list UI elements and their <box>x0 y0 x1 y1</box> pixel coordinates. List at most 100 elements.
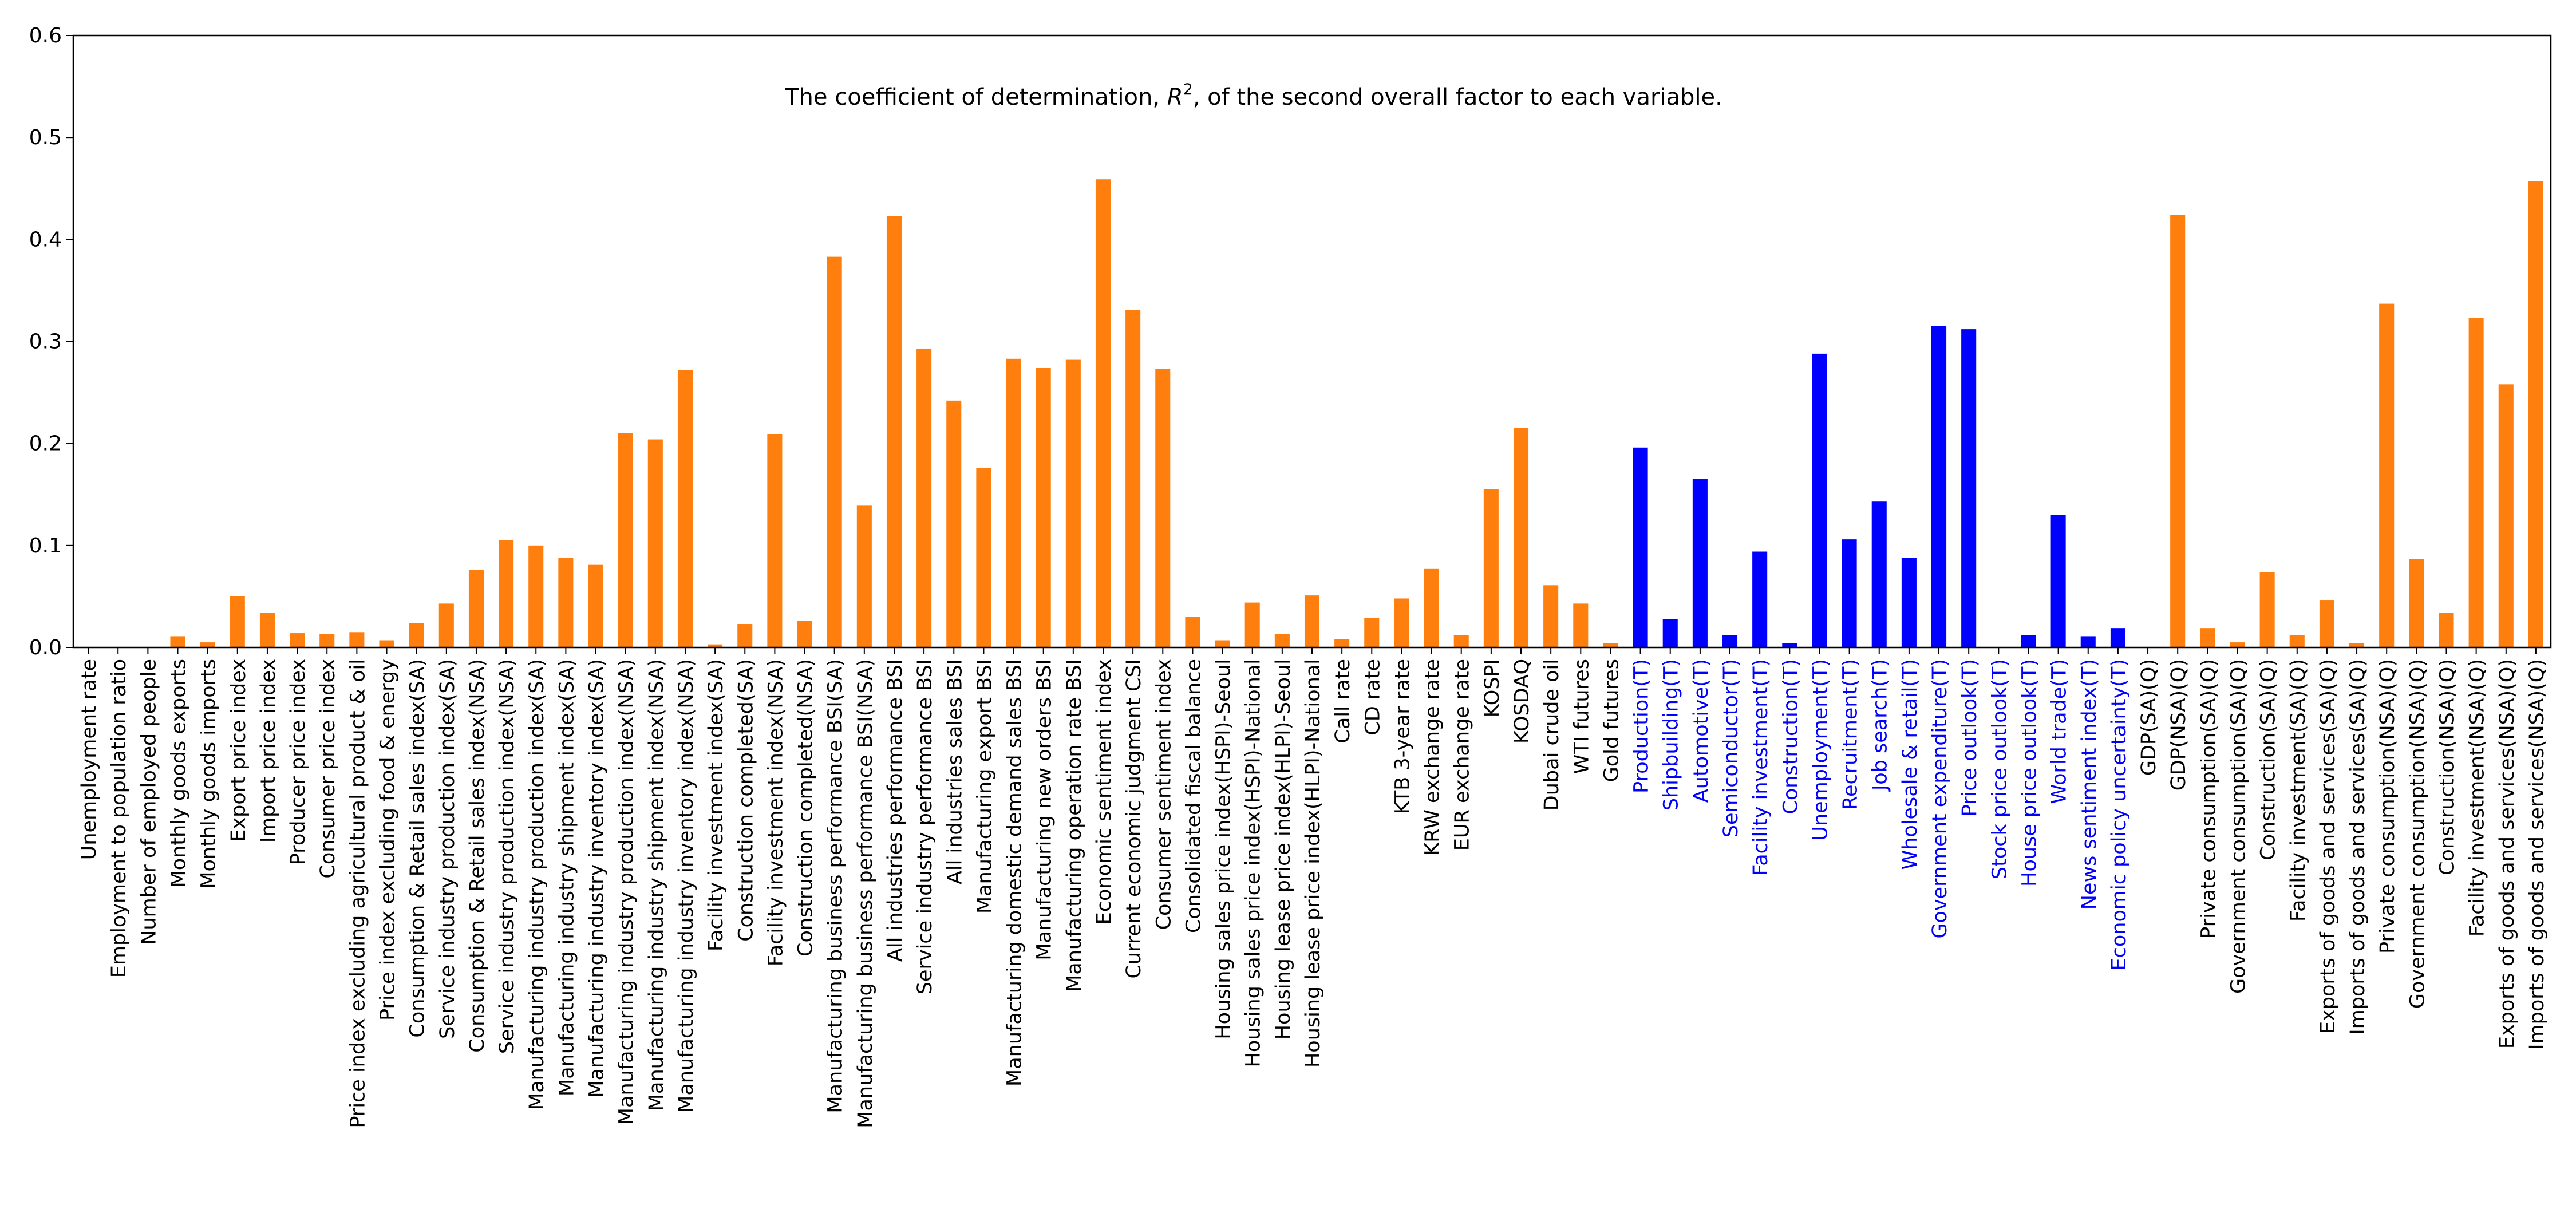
bar-22 <box>708 644 723 647</box>
x-tick-label: Manufacturing industry shipment index(NS… <box>645 659 668 1111</box>
y-tick-label: 0.2 <box>29 432 62 456</box>
bar-48 <box>1483 489 1499 647</box>
x-tick-label: Housing sales price index(HSPI)-Seoul <box>1212 659 1235 1040</box>
bar-13 <box>438 603 454 647</box>
bar-69 <box>2110 628 2125 647</box>
x-tick-label: Facility investment index(NSA) <box>764 659 787 966</box>
x-tick-label: KTB 3-year rate <box>1391 659 1414 814</box>
x-tick-label: KOSPI <box>1481 659 1504 717</box>
x-tick-label: Recruitment(T) <box>1839 659 1862 810</box>
x-tick-label: KRW exchange rate <box>1421 659 1444 856</box>
bar-31 <box>976 468 991 647</box>
title-suffix: , of the second overall factor to each v… <box>1193 84 1722 110</box>
bar-37 <box>1155 369 1171 647</box>
bar-12 <box>409 623 424 647</box>
x-tick-label: Government consumption(SA)(Q) <box>2227 659 2250 994</box>
bar-53 <box>1633 447 1648 647</box>
bar-64 <box>1961 329 1977 647</box>
x-tick-label: Wholesale & retail(T) <box>1899 659 1922 870</box>
bar-23 <box>737 624 753 647</box>
x-tick-label: Private consumption(NSA)(Q) <box>2376 659 2399 954</box>
x-tick-label: World trade(T) <box>2048 659 2071 804</box>
bar-47 <box>1453 635 1469 647</box>
bar-44 <box>1364 618 1380 647</box>
bar-46 <box>1424 568 1439 647</box>
bar-41 <box>1274 634 1290 647</box>
x-tick-label: KOSDAQ <box>1511 659 1534 744</box>
bar-8 <box>290 633 305 647</box>
bar-63 <box>1931 326 1947 647</box>
bar-34 <box>1065 359 1081 647</box>
bar-79 <box>2409 559 2424 647</box>
x-tick-label: Economic policy uncertainty(T) <box>2108 659 2131 970</box>
x-tick-label: Manufacturing operation rate BSI <box>1063 659 1086 992</box>
bar-68 <box>2080 636 2096 647</box>
bar-81 <box>2468 318 2484 647</box>
x-tick-label: Consumer sentiment index <box>1152 659 1175 930</box>
bar-11 <box>379 640 394 647</box>
bar-35 <box>1095 179 1111 648</box>
x-tick-label: Manufacturing business performance BSI(S… <box>824 659 847 1113</box>
x-tick-label: All industries performance BSI <box>884 659 907 962</box>
bar-19 <box>618 433 633 647</box>
bar-51 <box>1573 603 1589 647</box>
x-tick-label: Service industry performance BSI <box>914 659 937 994</box>
bar-18 <box>588 564 603 647</box>
bar-20 <box>647 439 663 647</box>
bar-52 <box>1603 643 1618 647</box>
bar-61 <box>1871 501 1887 647</box>
bar-66 <box>2021 635 2036 647</box>
bar-24 <box>767 434 783 647</box>
bar-80 <box>2439 613 2454 647</box>
bar-54 <box>1662 619 1678 647</box>
x-tick-label: Facility investment(T) <box>1749 659 1772 876</box>
title-prefix: The coefficient of determination, <box>784 84 1167 110</box>
y-axis: 0.0 0.1 0.2 0.3 0.4 0.5 0.6 <box>29 24 73 659</box>
x-tick-label: Employment to population ratio <box>108 659 131 978</box>
bar-83 <box>2528 181 2543 647</box>
bar-7 <box>259 613 275 647</box>
x-tick-label: Consolidated fiscal balance <box>1182 659 1205 933</box>
x-tick-label: Price index excluding food & energy <box>377 659 400 1021</box>
x-tick-label: Construction completed(SA) <box>734 659 757 942</box>
bar-59 <box>1812 353 1827 647</box>
x-tick-label: Construction(T) <box>1779 659 1802 815</box>
x-tick-label: Call rate <box>1332 659 1354 744</box>
y-tick-label: 0.6 <box>29 24 62 48</box>
bar-26 <box>827 256 842 647</box>
bar-55 <box>1692 479 1708 647</box>
x-tick-label: Unemployment rate <box>78 659 101 860</box>
y-tick-label: 0.1 <box>29 534 62 558</box>
x-tick-label: Government consumption(NSA)(Q) <box>2406 659 2429 1009</box>
x-tick-label: Current economic judgment CSI <box>1123 659 1145 979</box>
x-tick-label: Consumer price index <box>317 659 339 879</box>
bar-25 <box>797 621 812 647</box>
bar-43 <box>1334 639 1350 647</box>
x-tick-label: Construction(SA)(Q) <box>2257 659 2280 860</box>
bar-36 <box>1125 310 1141 647</box>
y-tick-label: 0.4 <box>29 228 62 251</box>
y-tick-label: 0.3 <box>29 330 62 354</box>
bar-58 <box>1782 643 1797 647</box>
plot-frame <box>72 34 2552 649</box>
x-tick-label: Consumption & Retail sales index(SA) <box>406 659 429 1038</box>
x-tick-label: WTI futures <box>1570 659 1593 774</box>
x-tick-label: Manufacturing domestic demand sales BSI <box>1003 659 1026 1087</box>
chart-title: The coefficient of determination, R2, of… <box>784 81 1722 110</box>
x-tick-label: Facility investment(SA)(Q) <box>2287 659 2310 922</box>
bar-27 <box>856 505 872 647</box>
x-tick-label: Dubai crude oil <box>1540 659 1563 811</box>
x-tick-labels: Unemployment rate Employment to populatio… <box>78 647 2549 1128</box>
bar-32 <box>1006 358 1021 647</box>
x-tick-label: Gold futures <box>1600 659 1623 782</box>
bar-14 <box>468 570 484 647</box>
x-tick-label: Economic sentiment index <box>1093 659 1116 925</box>
x-tick-label: Manufacturing industry shipment index(SA… <box>555 659 578 1096</box>
x-tick-label: All industries sales BSI <box>943 659 966 884</box>
x-tick-label: EUR exchange rate <box>1451 659 1474 851</box>
x-tick-label: Construction completed(NSA) <box>795 659 817 957</box>
x-tick-label: Private consumption(SA)(Q) <box>2197 659 2220 939</box>
bar-56 <box>1722 635 1738 647</box>
